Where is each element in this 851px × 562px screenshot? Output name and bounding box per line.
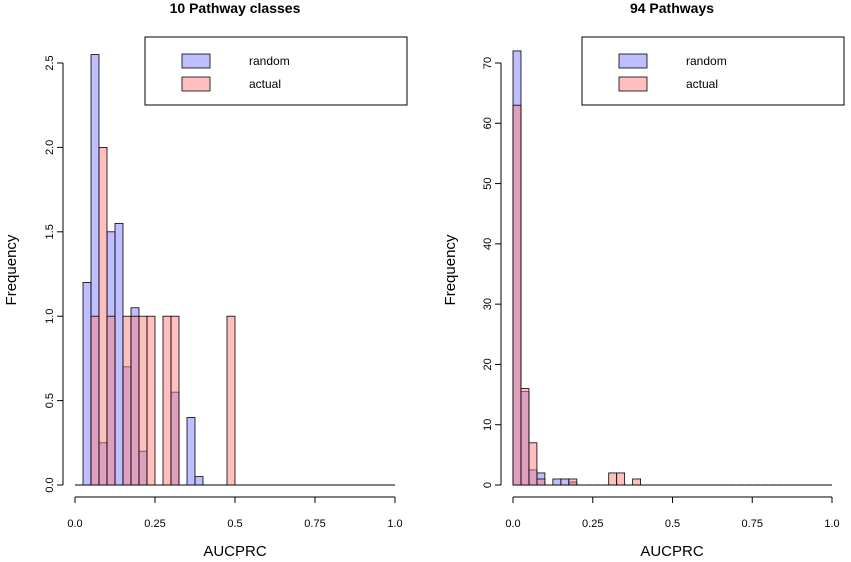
bar-actual [608, 472, 618, 486]
legend-swatch-actual [181, 76, 211, 92]
y-tick-label: 20 [482, 358, 494, 370]
panel-pathways: 94 Pathways AUCPRC Frequency 0.0 0.25 0.5 0… [442, 0, 845, 560]
y-tick-label: 1.5 [44, 224, 56, 239]
bar-actual [170, 315, 180, 486]
legend-swatch-random [181, 53, 211, 69]
legend-box [581, 36, 845, 106]
x-tick-label: 0.25 [144, 518, 165, 530]
legend-label-random: random [686, 54, 727, 68]
legend-swatch-random [618, 53, 648, 69]
bars-group [75, 54, 395, 486]
legend-label-actual: actual [249, 77, 281, 91]
x-tick-label: 0.5 [665, 518, 680, 530]
chart-title: 10 Pathway classes [170, 0, 301, 16]
bar-actual [90, 315, 100, 486]
y-tick-label: 50 [482, 177, 494, 189]
legend: random actual [581, 36, 845, 106]
x-tick-label: 0.5 [227, 518, 242, 530]
axes-group: 0.0 0.25 0.5 0.75 1.0 0.0 0.5 1.0 1.5 2.0 2.5 [44, 55, 403, 530]
bar-actual [520, 388, 530, 486]
y-tick-label: 40 [482, 238, 494, 250]
x-tick-label: 0.0 [67, 518, 82, 530]
bar-random [82, 282, 92, 486]
bar-random [186, 417, 196, 486]
bar-actual [146, 315, 156, 486]
y-axis-label: Frequency [3, 234, 20, 305]
x-axis-label: AUCPRC [203, 543, 267, 560]
legend-label-random: random [249, 54, 290, 68]
x-axis-label: AUCPRC [640, 543, 704, 560]
bar-random [560, 478, 570, 486]
bar-actual [130, 315, 140, 486]
bar-random [194, 476, 204, 486]
y-tick-label: 0.0 [44, 477, 56, 492]
bar-random [114, 222, 124, 486]
x-tick-label: 1.0 [387, 518, 402, 530]
bar-actual [98, 146, 108, 486]
y-tick-label: 2.5 [44, 55, 56, 70]
x-tick-label: 0.75 [742, 518, 763, 530]
bar-actual [616, 472, 626, 486]
legend-box [144, 36, 408, 106]
x-tick-label: 0.75 [304, 518, 325, 530]
y-tick-label: 0 [482, 482, 494, 488]
bar-random [552, 478, 562, 486]
y-tick-label: 10 [482, 419, 494, 431]
y-axis-label: Frequency [442, 234, 459, 305]
bar-actual [568, 478, 578, 486]
y-tick-label: 70 [482, 57, 494, 69]
x-tick-label: 0.0 [505, 518, 520, 530]
y-tick-label: 60 [482, 117, 494, 129]
bar-actual [528, 442, 538, 486]
bar-actual [632, 478, 641, 486]
bar-actual [162, 315, 172, 486]
bar-actual [106, 315, 116, 486]
axes-group: 0.0 0.25 0.5 0.75 1.0 0 10 20 30 40 50 60 70 [482, 57, 840, 530]
y-tick-label: 30 [482, 298, 494, 310]
y-tick-label: 1.0 [44, 309, 56, 324]
legend: random actual [144, 36, 408, 106]
bar-actual [226, 315, 236, 486]
bars-group [512, 50, 832, 486]
legend-swatch-actual [618, 76, 648, 92]
panel-pathway-classes: 10 Pathway classes AUCPRC Frequency 0.0 0… [3, 0, 408, 560]
bar-actual [512, 104, 522, 486]
y-tick-label: 2.0 [44, 140, 56, 155]
bar-actual [122, 315, 132, 486]
bar-actual [138, 315, 148, 486]
legend-label-actual: actual [686, 77, 718, 91]
bar-actual [536, 478, 546, 486]
x-tick-label: 0.25 [582, 518, 603, 530]
chart-title: 94 Pathways [630, 0, 714, 16]
y-tick-label: 0.5 [44, 393, 56, 408]
x-tick-label: 1.0 [824, 518, 839, 530]
